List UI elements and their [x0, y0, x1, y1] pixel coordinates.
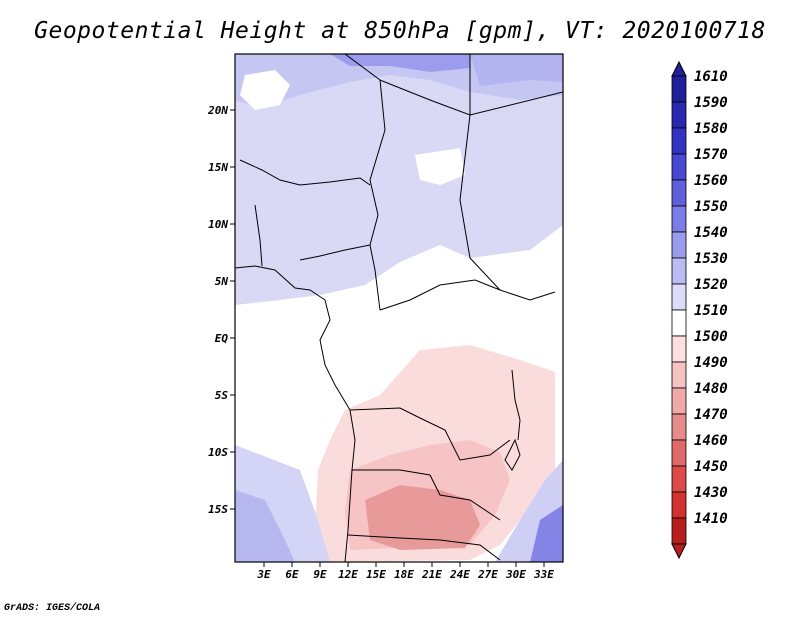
colorbar-swatch — [671, 231, 687, 259]
border-3 — [254, 204, 263, 267]
lat-label: 5N — [215, 275, 229, 288]
colorbar-swatch — [671, 335, 687, 363]
colorbar-cap-top — [671, 60, 687, 77]
lon-label: 24E — [449, 568, 470, 581]
lon-labels: 3E 6E 9E 12E 15E 18E 21E 24E 27E 30E 33E — [256, 568, 554, 581]
lat-label: 5S — [215, 389, 229, 402]
map-frame — [234, 53, 564, 563]
colorbar-label: 1590 — [694, 95, 728, 111]
region-north-1550 — [330, 54, 470, 72]
lon-label: 27E — [477, 568, 498, 581]
colorbar-label: 1520 — [694, 277, 728, 293]
colorbar-swatch — [671, 179, 687, 207]
colorbar-label: 1570 — [694, 147, 728, 163]
colorbar-label: 1450 — [694, 459, 728, 475]
lat-label: 15N — [208, 161, 228, 174]
region-south-1480 — [365, 485, 480, 550]
chart-title: Geopotential Height at 850hPa [gpm], VT:… — [34, 18, 766, 44]
colorbar-swatch — [671, 361, 687, 389]
region-north-1530 — [235, 54, 563, 305]
colorbar-swatch — [671, 283, 687, 311]
region-ne-1540 — [470, 54, 563, 86]
colorbar: 1610 1590 1580 1570 1560 1550 1540 1530 1520 1510… — [671, 60, 728, 560]
colorbar-swatch — [671, 413, 687, 441]
border-5 — [379, 279, 556, 311]
lon-label: 12E — [338, 568, 358, 581]
coastlines-borders — [235, 54, 563, 562]
colorbar-label: 1510 — [694, 303, 728, 319]
lat-label: EQ — [215, 332, 229, 345]
colorbar-cap-bottom — [671, 543, 687, 560]
lon-label: 18E — [394, 568, 414, 581]
lon-label: 6E — [285, 568, 299, 581]
colorbar-label: 1610 — [694, 69, 728, 85]
colorbar-label: 1500 — [694, 329, 728, 345]
colorbar-swatch — [671, 205, 687, 233]
colorbar-label: 1560 — [694, 173, 728, 189]
colorbar-swatch — [671, 491, 687, 519]
lake-1 — [511, 369, 521, 441]
border-6 — [459, 54, 501, 291]
white-patch-2 — [415, 148, 465, 185]
lat-labels: 20N 15N 10N 5N EQ 5S 10S 15S — [207, 104, 228, 516]
colorbar-label: 1470 — [694, 407, 728, 423]
colorbar-swatch — [671, 517, 687, 545]
lake-2 — [504, 438, 521, 471]
border-8 — [349, 407, 511, 461]
lon-label: 3E — [256, 568, 271, 581]
colorbar-label: 1490 — [694, 355, 728, 371]
colorbar-label: 1540 — [694, 225, 728, 241]
lon-label: 33E — [533, 568, 554, 581]
colorbar-swatch — [671, 75, 687, 103]
footer-credit: GrADS: IGES/COLA — [4, 603, 101, 614]
lon-label: 30E — [505, 568, 526, 581]
axis-ticks — [230, 109, 545, 567]
region-se-1550 — [530, 505, 563, 562]
colorbar-swatch — [671, 387, 687, 415]
border-10 — [347, 534, 501, 561]
lat-label: 20N — [207, 104, 228, 117]
colorbar-label: 1530 — [694, 251, 728, 267]
lon-label: 21E — [421, 568, 442, 581]
border-7 — [379, 79, 563, 116]
coast-west-africa — [235, 265, 356, 562]
border-9 — [352, 469, 501, 521]
colorbar-swatch — [671, 101, 687, 129]
lat-label: 15S — [208, 503, 228, 516]
colorbar-swatch — [671, 309, 687, 337]
region-sw-1540 — [235, 490, 295, 562]
lat-label: 10N — [208, 218, 228, 231]
colorbar-swatch — [671, 153, 687, 181]
colorbar-label: 1410 — [694, 511, 728, 527]
colorbar-label: 1430 — [694, 485, 728, 501]
colorbar-swatch — [671, 439, 687, 467]
colorbar-label: 1460 — [694, 433, 728, 449]
map-fill — [235, 54, 563, 562]
lat-label: 10S — [208, 446, 228, 459]
border-1 — [344, 54, 386, 311]
colorbar-label: 1550 — [694, 199, 728, 215]
colorbar-swatch — [671, 127, 687, 155]
colorbar-label: 1480 — [694, 381, 728, 397]
lon-label: 9E — [313, 568, 327, 581]
border-2 — [239, 159, 371, 186]
colorbar-swatch — [671, 257, 687, 285]
white-patch-1 — [240, 70, 290, 110]
colorbar-label: 1580 — [694, 121, 728, 137]
lon-label: 15E — [366, 568, 386, 581]
colorbar-swatch — [671, 465, 687, 493]
border-4 — [299, 244, 371, 261]
